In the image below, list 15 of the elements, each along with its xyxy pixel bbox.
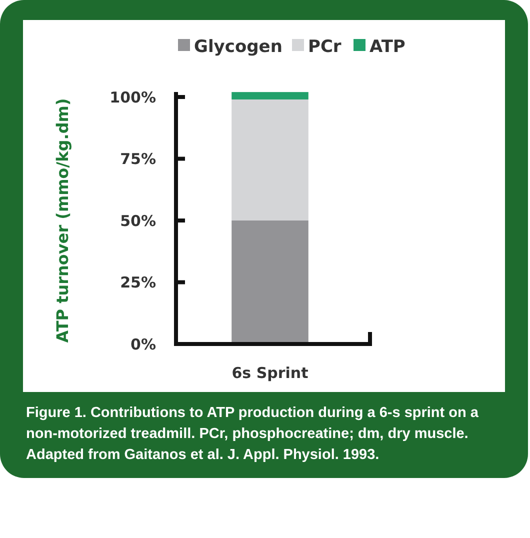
text: Adapted from Gaitanos et al. J. Appl. Physiol. 1993. [26,447,380,463]
legend-label: PCr [308,37,342,57]
y-tick-label: 50% [120,212,156,230]
y-tick-label: 25% [120,274,156,292]
text: non-motorized treadmill. PCr, phosphocreatine; dm, dry muscle. [26,426,468,442]
x-tick-label: 6s Sprint [232,364,308,382]
caption: Figure 1. Contributions to ATP production during a 6-s sprint on a [26,405,480,421]
legend-label: Glycogen [194,37,282,57]
y-tick-label: 100% [110,88,156,106]
bar [232,99,308,220]
y-tick-label: 0% [130,335,156,354]
y-axis-title: ATP turnover (mmo/kg.dm) [53,98,72,343]
y-tick-label: 75% [120,150,156,168]
bar [232,92,308,100]
legend-label: ATP [370,37,406,57]
